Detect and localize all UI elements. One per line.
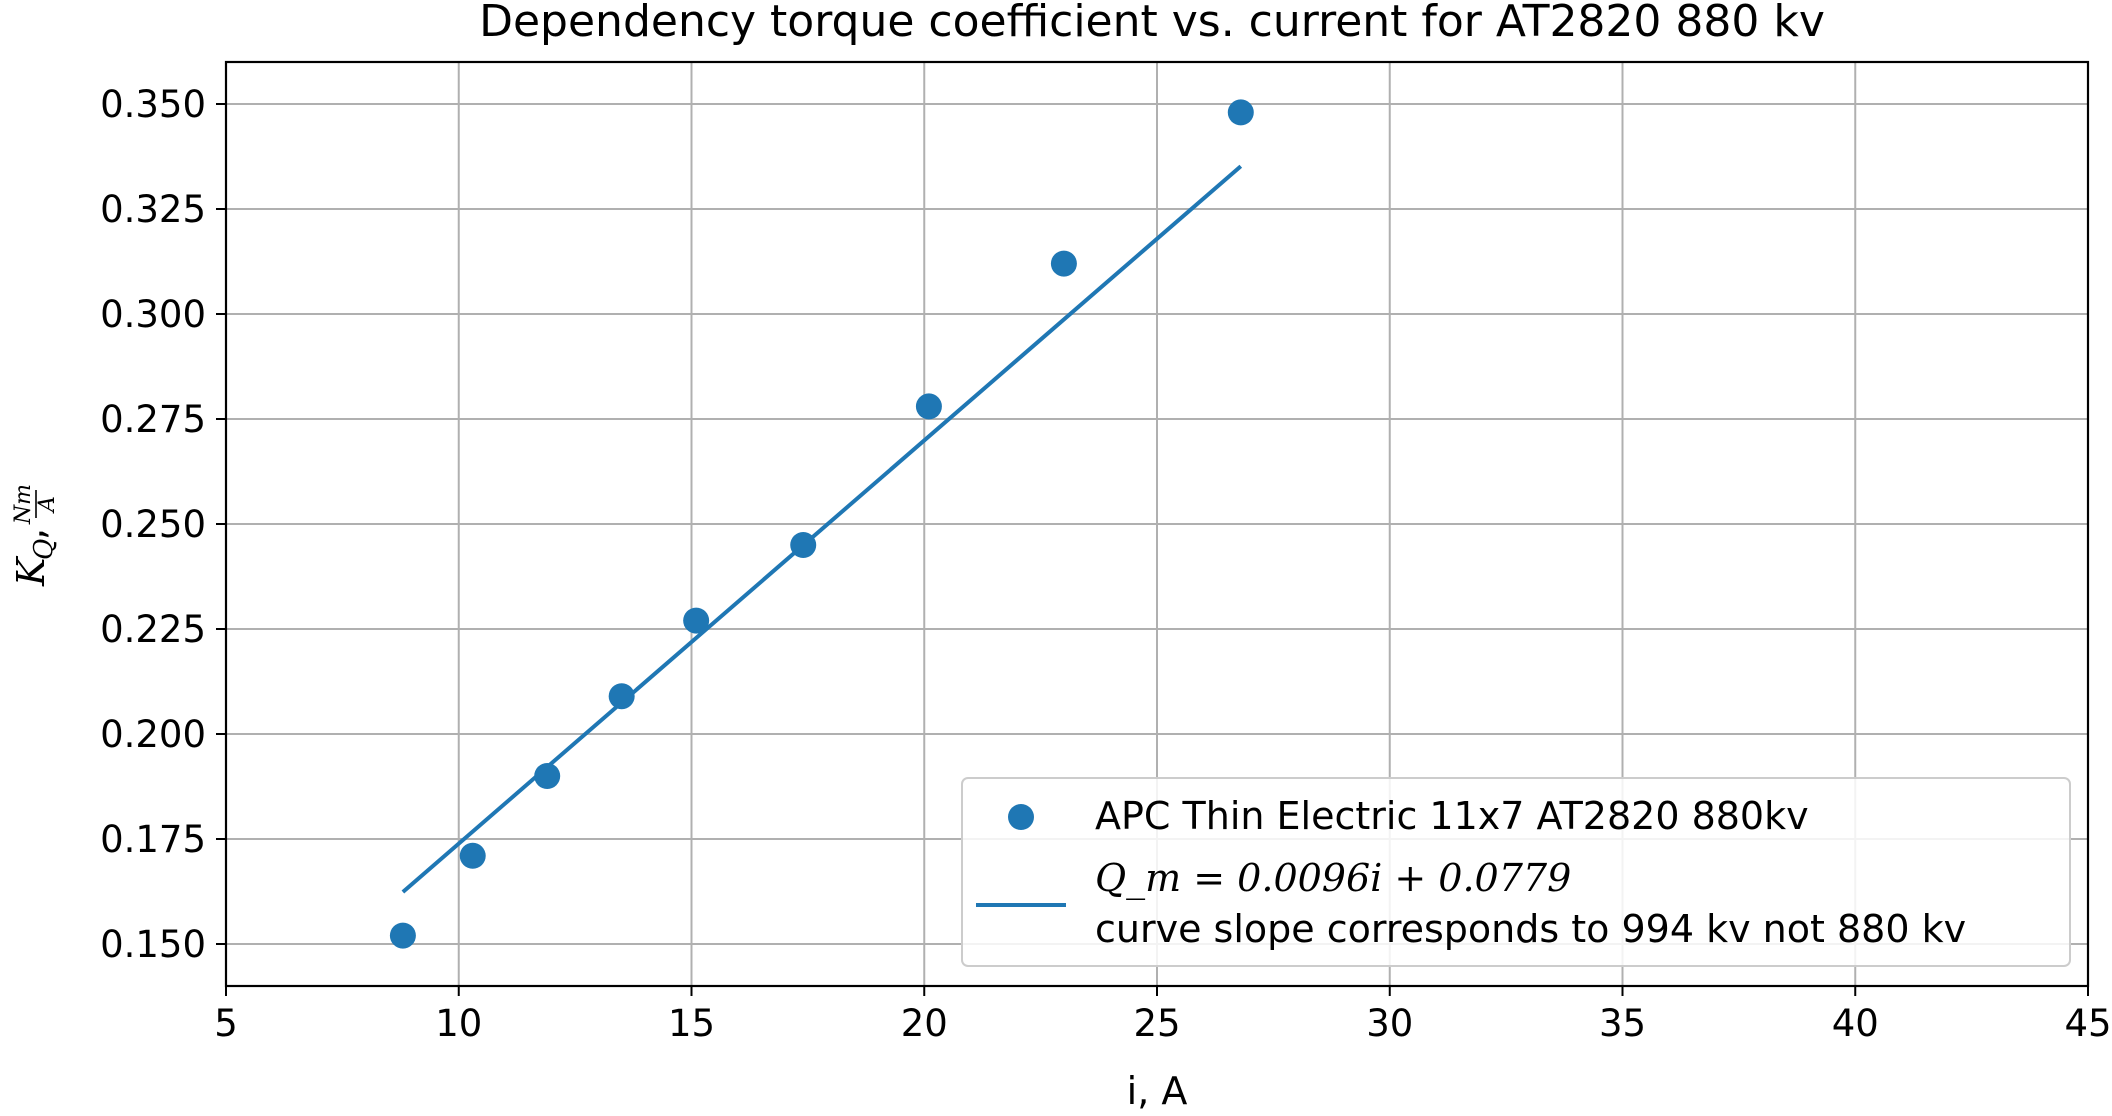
chart-title: Dependency torque coefficient vs. curren… xyxy=(479,0,1825,47)
x-tick-label: 5 xyxy=(214,1002,238,1045)
data-point xyxy=(915,393,942,420)
y-label-subscript: Q xyxy=(29,539,59,560)
legend-label-fit-equation: Q_m = 0.0096i + 0.0779 xyxy=(1095,856,1571,901)
data-point xyxy=(683,607,710,634)
data-point xyxy=(1050,250,1077,277)
y-tick-label: 0.275 xyxy=(100,398,206,441)
y-label-fraction-numerator: Nm xyxy=(11,484,36,525)
y-tick-label: 0.175 xyxy=(100,818,206,861)
x-axis-ticks: 5 10 15 20 25 30 35 40 45 xyxy=(214,986,2112,1045)
data-point xyxy=(459,842,486,869)
y-tick-label: 0.200 xyxy=(100,713,206,756)
y-axis-ticks: 0.150 0.175 0.200 0.225 0.250 0.275 0.300 0.325… xyxy=(100,83,226,966)
data-point xyxy=(790,532,817,558)
legend: APC Thin Electric 11x7 AT2820 880kv Q_m … xyxy=(961,777,2071,967)
y-label-separator: , xyxy=(9,528,53,540)
x-tick-label: 40 xyxy=(1832,1002,1879,1045)
y-label-symbol: K xyxy=(9,555,53,587)
x-tick-label: 20 xyxy=(901,1002,948,1045)
y-tick-label: 0.350 xyxy=(100,83,206,126)
x-tick-label: 35 xyxy=(1599,1002,1646,1045)
legend-label-scatter: APC Thin Electric 11x7 AT2820 880kv xyxy=(1095,794,1809,838)
x-tick-label: 10 xyxy=(435,1002,482,1045)
legend-label-fit-note: curve slope corresponds to 994 kv not 88… xyxy=(1095,907,1966,951)
y-tick-label: 0.225 xyxy=(100,608,206,651)
x-tick-label: 30 xyxy=(1366,1002,1413,1045)
x-tick-label: 25 xyxy=(1133,1002,1180,1045)
y-tick-label: 0.150 xyxy=(100,923,206,966)
y-label-fraction-denominator: A xyxy=(35,496,60,514)
legend-marker-scatter xyxy=(1008,804,1034,830)
data-points xyxy=(389,99,1254,949)
y-tick-label: 0.325 xyxy=(100,188,206,231)
x-tick-label: 45 xyxy=(2064,1002,2111,1045)
y-tick-label: 0.300 xyxy=(100,293,206,336)
y-axis-label: K Q , Nm A xyxy=(9,484,60,587)
y-tick-label: 0.250 xyxy=(100,503,206,546)
data-point xyxy=(389,922,416,949)
data-point xyxy=(608,683,635,710)
x-axis-label: i, A xyxy=(1127,1069,1188,1113)
legend-frame xyxy=(961,777,2071,967)
data-point xyxy=(1227,99,1254,126)
x-tick-label: 15 xyxy=(668,1002,715,1045)
data-point xyxy=(534,763,561,789)
